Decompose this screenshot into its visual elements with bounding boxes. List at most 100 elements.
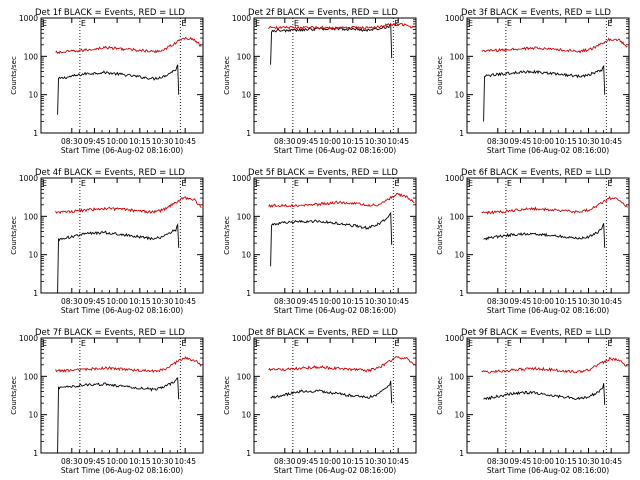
x-tick-label: 10:45 (600, 137, 622, 146)
corner-label: E (468, 339, 473, 348)
x-tick-label: 10:30 (152, 457, 174, 466)
x-tick-label: 10:00 (106, 457, 128, 466)
x-tick-label: 10:30 (152, 137, 174, 146)
x-tick-label: 09:45 (510, 297, 532, 306)
y-axis-label: Counts/sec (436, 376, 444, 415)
event-marker-label: E (394, 179, 399, 188)
series-line-lld (55, 356, 202, 374)
chart-title: Det 2f BLACK = Events, RED = LLD (248, 8, 398, 18)
corner-label: E (255, 179, 260, 188)
y-tick-label: 10 (454, 411, 464, 420)
x-tick-label: 08:30 (61, 297, 83, 306)
y-tick-label: 100 (450, 372, 465, 381)
panel-det-6: Det 6f BLACK = Events, RED = LLD 1 10 100 10… (436, 168, 630, 315)
x-tick-label: 10:15 (129, 457, 151, 466)
y-axis-label: Counts/sec (10, 56, 18, 95)
event-marker-label: E (607, 179, 612, 188)
y-tick-label: 1000 (19, 174, 38, 183)
plot-frame (40, 17, 204, 134)
y-tick-label: 1000 (445, 174, 464, 183)
x-tick-label: 10:15 (342, 297, 364, 306)
corner-label: E (42, 339, 47, 348)
x-tick-label: 10:45 (600, 297, 622, 306)
x-tick-label: 08:30 (487, 297, 509, 306)
event-marker-label: E (394, 339, 399, 348)
x-tick-label: 10:00 (319, 137, 341, 146)
x-tick-label: 10:00 (532, 137, 554, 146)
chart-title: Det 6f BLACK = Events, RED = LLD (461, 168, 611, 178)
x-tick-label: 10:15 (129, 297, 151, 306)
event-marker-label: E (507, 179, 512, 188)
corner-label: E (468, 19, 473, 28)
x-tick-label: 09:45 (84, 137, 106, 146)
chart-title: Det 1f BLACK = Events, RED = LLD (35, 8, 185, 18)
x-axis-label: Start Time (06-Aug-02 08:16:00) (274, 306, 396, 315)
x-tick-label: 10:45 (600, 457, 622, 466)
x-tick-label: 10:00 (532, 457, 554, 466)
plot-frame (466, 177, 630, 294)
x-tick-label: 10:45 (387, 297, 409, 306)
series-line-lld (55, 196, 202, 215)
corner-label: E (255, 19, 260, 28)
x-axis-label: Start Time (06-Aug-02 08:16:00) (61, 146, 183, 155)
panel-det-9: Det 9f BLACK = Events, RED = LLD 1 10 100 10… (436, 328, 630, 475)
series-line-events (57, 64, 180, 115)
y-tick-label: 10 (454, 251, 464, 260)
series-line-lld (481, 356, 628, 374)
series-line-lld (268, 356, 415, 373)
x-tick-label: 10:30 (152, 297, 174, 306)
x-tick-label: 09:45 (297, 297, 319, 306)
x-tick-label: 10:15 (555, 457, 577, 466)
x-tick-label: 10:00 (319, 297, 341, 306)
y-axis-label: Counts/sec (223, 56, 231, 95)
y-tick-label: 10 (241, 91, 251, 100)
event-marker-label: E (181, 19, 186, 28)
x-tick-label: 10:00 (106, 137, 128, 146)
series-line-lld (481, 37, 628, 54)
plot-frame (466, 337, 630, 454)
y-tick-label: 100 (450, 212, 465, 221)
x-tick-label: 10:30 (365, 137, 387, 146)
x-tick-label: 10:45 (387, 137, 409, 146)
y-tick-label: 1000 (19, 14, 38, 23)
y-tick-label: 100 (237, 212, 252, 221)
panel-det-7: Det 7f BLACK = Events, RED = LLD 1 10 100 10… (10, 328, 204, 475)
x-tick-label: 10:45 (387, 457, 409, 466)
panel-det-5: Det 5f BLACK = Events, RED = LLD 1 10 100 10… (223, 168, 417, 315)
plot-frame (40, 177, 204, 294)
x-axis-label: Start Time (06-Aug-02 08:16:00) (61, 466, 183, 475)
y-tick-label: 1000 (19, 334, 38, 343)
x-tick-label: 09:45 (510, 457, 532, 466)
x-tick-label: 10:30 (578, 137, 600, 146)
x-tick-label: 08:30 (61, 457, 83, 466)
x-tick-label: 10:15 (342, 457, 364, 466)
event-marker-label: E (507, 19, 512, 28)
chart-title: Det 7f BLACK = Events, RED = LLD (35, 328, 185, 338)
panel-det-3: Det 3f BLACK = Events, RED = LLD 1 10 100 10… (436, 8, 630, 155)
x-tick-label: 09:45 (297, 137, 319, 146)
event-marker-label: E (607, 19, 612, 28)
y-axis-label: Counts/sec (10, 376, 18, 415)
y-tick-label: 1 (246, 289, 251, 298)
plot-frame (466, 17, 630, 134)
event-marker-label: E (294, 19, 299, 28)
y-axis-label: Counts/sec (436, 216, 444, 255)
x-tick-label: 08:30 (487, 137, 509, 146)
x-tick-label: 10:15 (555, 137, 577, 146)
series-line-lld (268, 192, 415, 208)
y-tick-label: 1 (33, 289, 38, 298)
y-tick-label: 100 (237, 52, 252, 61)
event-marker-label: E (294, 179, 299, 188)
x-tick-label: 08:30 (274, 297, 296, 306)
event-marker-label: E (181, 179, 186, 188)
series-line-lld (55, 36, 202, 55)
y-tick-label: 100 (237, 372, 252, 381)
event-marker-label: E (81, 179, 86, 188)
y-tick-label: 1 (459, 449, 464, 458)
plot-frame (253, 177, 417, 294)
y-tick-label: 1 (246, 129, 251, 138)
y-tick-label: 1 (33, 129, 38, 138)
x-tick-label: 09:45 (510, 137, 532, 146)
y-axis-label: Counts/sec (436, 56, 444, 95)
